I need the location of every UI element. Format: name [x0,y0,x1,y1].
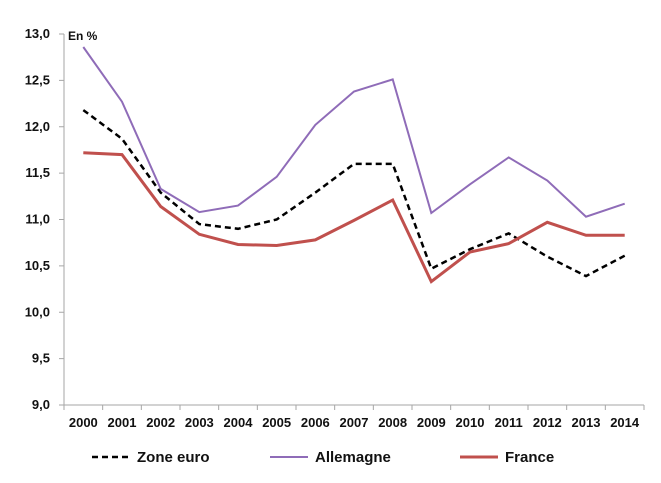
y-tick-label: 11,5 [25,165,50,180]
legend: Zone euro Allemagne France [92,449,554,466]
legend-label: Zone euro [137,449,210,466]
x-tick-label: 2011 [495,415,523,430]
x-tick-label: 2000 [69,415,98,430]
x-tick-label: 2010 [456,415,485,430]
y-tick-label: 10,5 [25,258,50,273]
x-tick-label: 2001 [108,415,137,430]
legend-label: Allemagne [315,449,391,466]
series-line-allemagne [82,46,626,218]
x-tick-label: 2014 [610,415,640,430]
y-tick-label: 13,0 [25,26,50,41]
x-tick-label: 2003 [185,415,214,430]
x-tick-label: 2012 [533,415,562,430]
unit-label: En % [68,29,98,43]
y-tick-label: 9,5 [32,351,50,366]
y-tick-labels: 9,0 9,5 10,0 10,5 11,0 11,5 12,0 12,5 13,0 [25,26,64,412]
series-line-zone-euro [82,109,626,278]
x-tick-label: 2007 [340,415,369,430]
x-tick-label: 2013 [572,415,601,430]
series-lines [82,46,626,284]
legend-label: France [505,449,554,466]
y-tick-label: 9,0 [32,397,50,412]
y-tick-label: 12,0 [25,119,50,134]
x-tick-label: 2004 [224,415,254,430]
x-tick-label: 2005 [262,415,291,430]
x-tick-label: 2002 [146,415,175,430]
x-tick-labels: 2000 2001 2002 2003 2004 2005 2006 2007 2008 2009… [63,405,645,430]
y-tick-label: 12,5 [25,72,50,87]
y-tick-label: 10,0 [25,304,50,319]
y-tick-label: 11,0 [25,212,50,227]
series-line-france [83,151,625,284]
x-tick-label: 2009 [417,415,446,430]
x-tick-label: 2008 [378,415,407,430]
x-tick-label: 2006 [301,415,330,430]
